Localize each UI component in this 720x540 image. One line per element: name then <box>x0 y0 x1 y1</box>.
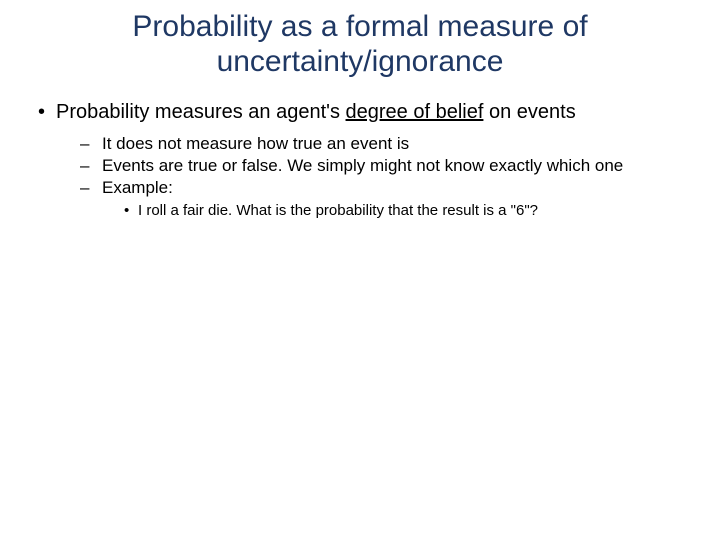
sub-bullet-text: It does not measure how true an event is <box>102 134 409 153</box>
bullet-level2: –It does not measure how true an event i… <box>80 134 700 154</box>
bullet-marker: • <box>124 202 138 219</box>
dash-marker: – <box>80 178 102 198</box>
bullet-level2: –Example: <box>80 178 700 198</box>
dash-marker: – <box>80 134 102 154</box>
dash-marker: – <box>80 156 102 176</box>
bullet-text-underlined: degree of belief <box>346 101 484 123</box>
sub-bullet-text: Example: <box>102 178 173 197</box>
bullet-text-prefix: Probability measures an agent's <box>56 101 346 123</box>
slide-title: Probability as a formal measure of uncer… <box>20 10 700 79</box>
bullet-level2: –Events are true or false. We simply mig… <box>80 156 700 176</box>
bullet-text: Probability measures an agent's degree o… <box>56 101 576 123</box>
slide: Probability as a formal measure of uncer… <box>0 0 720 540</box>
bullet-level1: •Probability measures an agent's degree … <box>38 101 700 124</box>
subsub-bullet-text: I roll a fair die. What is the probabili… <box>138 202 538 219</box>
sub-bullet-text: Events are true or false. We simply migh… <box>102 156 623 175</box>
bullet-level3: •I roll a fair die. What is the probabil… <box>124 202 700 219</box>
bullet-text-suffix: on events <box>483 101 575 123</box>
bullet-marker: • <box>38 101 56 124</box>
